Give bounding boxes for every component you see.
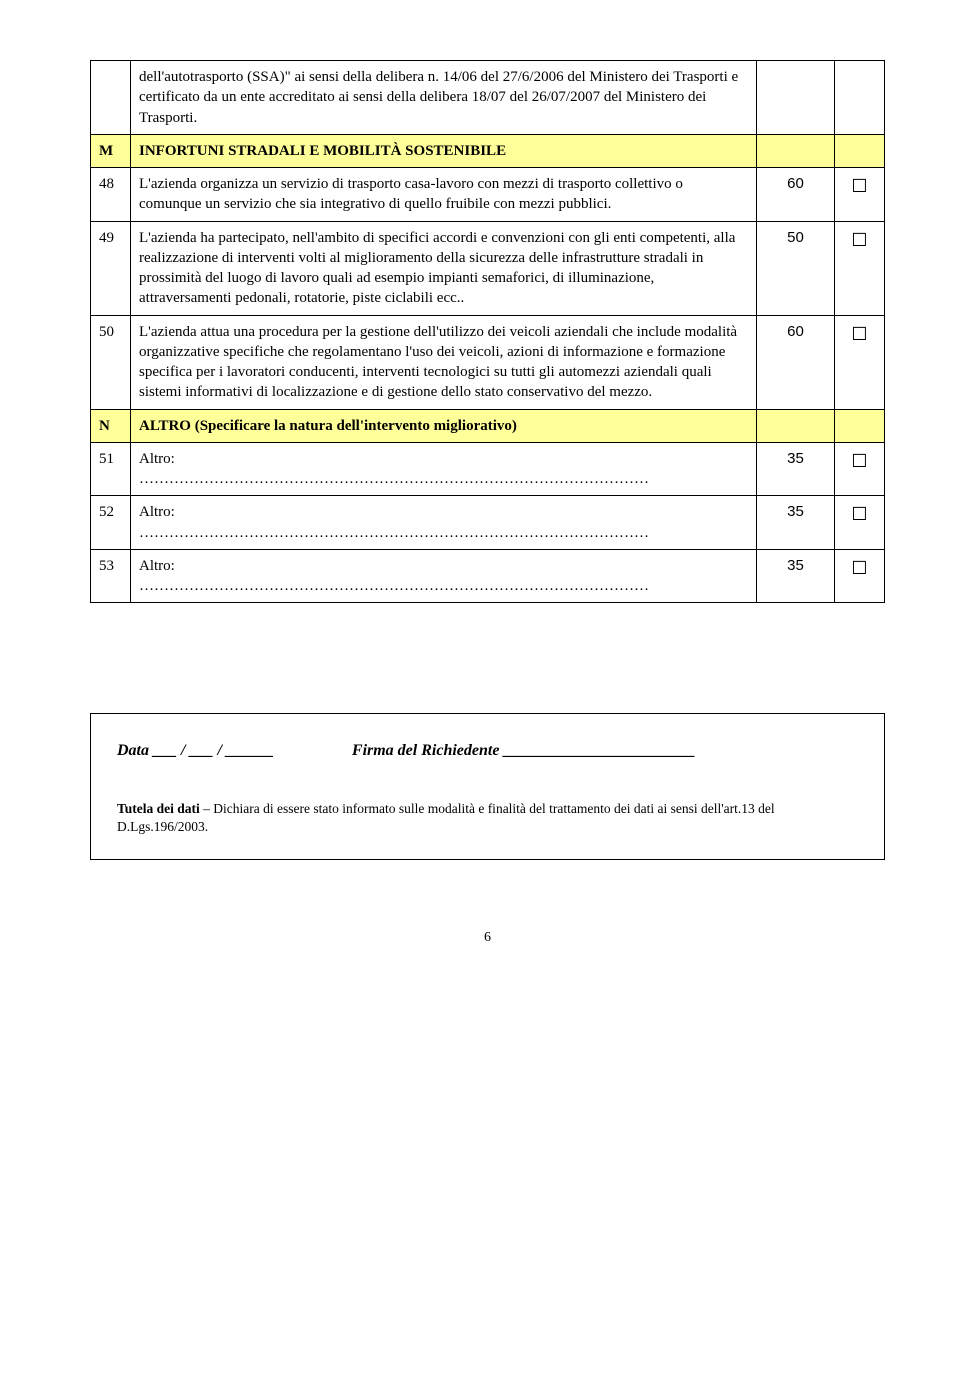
firma-label: Firma del Richiedente [352,742,500,759]
row-checkbox[interactable]: ☐ [835,168,885,222]
row-number: M [91,134,131,167]
row-description: Altro:………………………………………………………………………………………… [131,496,757,550]
row-checkbox[interactable]: ☐ [835,442,885,496]
dotted-fill-line[interactable]: ………………………………………………………………………………………… [139,523,748,543]
row-checkbox[interactable]: ☐ [835,496,885,550]
row-number: 50 [91,315,131,409]
privacy-text: – Dichiara di essere stato informato sul… [117,801,775,834]
row-description: ALTRO (Specificare la natura dell'interv… [131,409,757,442]
main-table: dell'autotrasporto (SSA)" ai sensi della… [90,60,885,603]
privacy-notice: Tutela dei dati – Dichiara di essere sta… [117,800,858,836]
checkbox-icon[interactable]: ☐ [851,228,867,252]
firma-blank[interactable]: ________________________ [499,742,695,759]
row-description: L'azienda attua una procedura per la ges… [131,315,757,409]
table-row: 48L'azienda organizza un servizio di tra… [91,168,885,222]
row-value: 35 [757,496,835,550]
row-description: Altro:………………………………………………………………………………………… [131,442,757,496]
signature-line: Data ___ / ___ / ______ Firma del Richie… [117,742,858,760]
table-row: 51Altro:……………………………………………………………………………………… [91,442,885,496]
checkbox-icon[interactable]: ☐ [851,502,867,526]
table-row: 53Altro:……………………………………………………………………………………… [91,549,885,603]
row-checkbox[interactable]: ☐ [835,315,885,409]
signature-box: Data ___ / ___ / ______ Firma del Richie… [90,713,885,859]
document-page: dell'autotrasporto (SSA)" ai sensi della… [0,0,960,986]
checkbox-icon[interactable]: ☐ [851,556,867,580]
row-number: 51 [91,442,131,496]
row-description: Altro:………………………………………………………………………………………… [131,549,757,603]
row-value [757,409,835,442]
row-checkbox [835,61,885,135]
checkbox-icon[interactable]: ☐ [851,174,867,198]
row-value: 50 [757,221,835,315]
page-number: 6 [90,930,885,946]
row-checkbox [835,409,885,442]
row-value: 60 [757,168,835,222]
table-row: MINFORTUNI STRADALI E MOBILITÀ SOSTENIBI… [91,134,885,167]
table-row: 52Altro:……………………………………………………………………………………… [91,496,885,550]
row-checkbox[interactable]: ☐ [835,549,885,603]
row-number: 48 [91,168,131,222]
table-row: dell'autotrasporto (SSA)" ai sensi della… [91,61,885,135]
row-checkbox [835,134,885,167]
dotted-fill-line[interactable]: ………………………………………………………………………………………… [139,576,748,596]
row-description: dell'autotrasporto (SSA)" ai sensi della… [131,61,757,135]
row-number: 53 [91,549,131,603]
row-number: 52 [91,496,131,550]
row-checkbox[interactable]: ☐ [835,221,885,315]
row-description: L'azienda organizza un servizio di trasp… [131,168,757,222]
row-value: 35 [757,549,835,603]
row-value [757,134,835,167]
row-value [757,61,835,135]
row-description: L'azienda ha partecipato, nell'ambito di… [131,221,757,315]
date-blanks[interactable]: ___ / ___ / ______ [149,742,274,759]
row-number: N [91,409,131,442]
table-row: 49L'azienda ha partecipato, nell'ambito … [91,221,885,315]
checkbox-icon[interactable]: ☐ [851,449,867,473]
table-row: 50L'azienda attua una procedura per la g… [91,315,885,409]
row-number [91,61,131,135]
row-description: INFORTUNI STRADALI E MOBILITÀ SOSTENIBIL… [131,134,757,167]
privacy-bold: Tutela dei dati [117,801,200,816]
row-value: 35 [757,442,835,496]
row-value: 60 [757,315,835,409]
row-number: 49 [91,221,131,315]
checkbox-icon[interactable]: ☐ [851,322,867,346]
date-label: Data [117,742,149,759]
dotted-fill-line[interactable]: ………………………………………………………………………………………… [139,469,748,489]
table-row: NALTRO (Specificare la natura dell'inter… [91,409,885,442]
